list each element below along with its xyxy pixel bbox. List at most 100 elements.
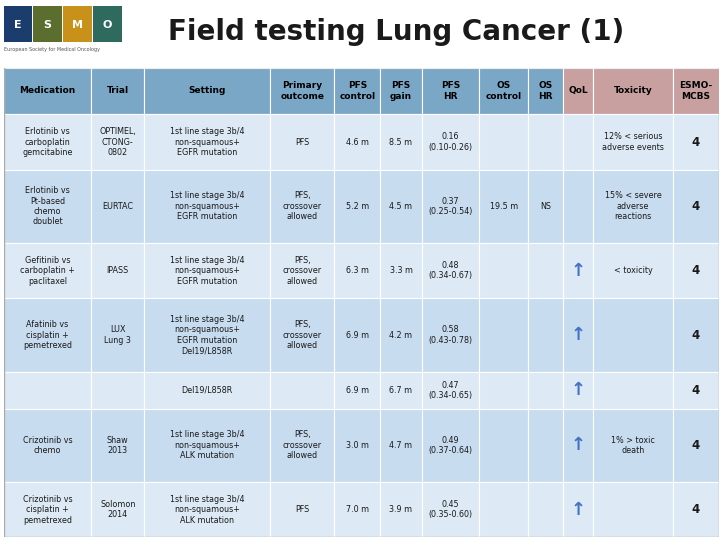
Bar [562,372,593,409]
Bar [422,114,479,170]
Text: 0.16
(0.10-0.26): 0.16 (0.10-0.26) [428,132,472,152]
Bar [562,170,593,243]
Bar [528,68,562,114]
Text: PFS
control: PFS control [339,82,375,100]
Bar [673,409,719,482]
Bar [593,243,673,298]
Text: 1st line stage 3b/4
non-squamous+
EGFR mutation: 1st line stage 3b/4 non-squamous+ EGFR m… [170,127,244,157]
Bar [144,170,270,243]
Bar [562,298,593,372]
Text: Toxicity: Toxicity [613,86,652,96]
Bar [380,298,422,372]
Text: Erlotinib vs
carboplatin
gemcitabine: Erlotinib vs carboplatin gemcitabine [22,127,73,157]
Text: PFS: PFS [295,138,310,146]
Bar [335,482,380,537]
Bar [528,372,562,409]
Bar [528,243,562,298]
Text: EURTAC: EURTAC [102,202,133,211]
Text: OS
HR: OS HR [539,82,553,100]
Bar [63,6,91,42]
Text: 3.0 m: 3.0 m [346,441,369,450]
Bar [335,372,380,409]
Bar [91,68,144,114]
Text: 4.6 m: 4.6 m [346,138,369,146]
Text: 4: 4 [692,503,700,516]
Bar [91,170,144,243]
Text: IPASS: IPASS [107,266,129,275]
Text: Setting: Setting [189,86,226,96]
Text: 1st line stage 3b/4
non-squamous+
ALK mutation: 1st line stage 3b/4 non-squamous+ ALK mu… [170,430,244,460]
Bar [422,298,479,372]
Bar [673,243,719,298]
Bar [270,298,335,372]
Bar [479,68,528,114]
Text: PFS,
crossover
allowed: PFS, crossover allowed [282,192,322,221]
Text: 4.2 m: 4.2 m [390,330,413,340]
Text: 0.37
(0.25-0.54): 0.37 (0.25-0.54) [428,197,472,216]
Bar [144,114,270,170]
Bar [144,482,270,537]
Bar [673,114,719,170]
Bar [335,298,380,372]
Text: ↑: ↑ [570,262,585,280]
Bar [4,6,32,42]
Bar [528,114,562,170]
Bar [91,372,144,409]
Text: 0.48
(0.34-0.67): 0.48 (0.34-0.67) [428,261,472,280]
Bar [422,409,479,482]
Text: Shaw
2013: Shaw 2013 [107,436,128,455]
Text: QoL: QoL [568,86,588,96]
Text: Medication: Medication [19,86,76,96]
Text: 0.47
(0.34-0.65): 0.47 (0.34-0.65) [428,381,472,400]
Bar [593,409,673,482]
Bar [479,482,528,537]
Bar [270,68,335,114]
Bar [335,114,380,170]
Text: Gefitinib vs
carboplatin +
paclitaxel: Gefitinib vs carboplatin + paclitaxel [20,256,75,286]
Text: O: O [102,19,112,30]
Bar [593,170,673,243]
Text: 4: 4 [692,439,700,452]
Bar [144,298,270,372]
Text: E: E [14,19,22,30]
Bar [528,170,562,243]
Bar [479,243,528,298]
Bar [528,409,562,482]
Text: 6.9 m: 6.9 m [346,330,369,340]
Bar [270,243,335,298]
Bar [91,298,144,372]
Text: PFS,
crossover
allowed: PFS, crossover allowed [282,256,322,286]
Bar [91,114,144,170]
Bar [593,298,673,372]
Bar [562,114,593,170]
Text: ↑: ↑ [570,436,585,454]
Bar [593,114,673,170]
Text: 7.0 m: 7.0 m [346,505,369,514]
Bar [144,409,270,482]
Bar [380,114,422,170]
Bar [335,243,380,298]
Bar [335,170,380,243]
Text: ESMO-
MCBS: ESMO- MCBS [679,82,712,100]
Bar [380,170,422,243]
Text: M: M [72,19,83,30]
Text: 1st line stage 3b/4
non-squamous+
EGFR mutation: 1st line stage 3b/4 non-squamous+ EGFR m… [170,256,244,286]
Bar [562,409,593,482]
Bar [528,482,562,537]
Text: 1st line stage 3b/4
non-squamous+
ALK mutation: 1st line stage 3b/4 non-squamous+ ALK mu… [170,495,244,525]
Text: 4: 4 [692,200,700,213]
Bar [673,68,719,114]
Text: Trial: Trial [107,86,129,96]
Bar [422,68,479,114]
Text: 19.5 m: 19.5 m [490,202,518,211]
Bar [673,482,719,537]
Bar [479,114,528,170]
Text: Erlotinib vs
Pt-based
chemo
doublet: Erlotinib vs Pt-based chemo doublet [25,186,70,226]
Text: 8.5 m: 8.5 m [390,138,413,146]
Bar [380,372,422,409]
Text: ↑: ↑ [570,501,585,519]
Text: OPTIMEL,
CTONG-
0802: OPTIMEL, CTONG- 0802 [99,127,136,157]
Bar [593,482,673,537]
Text: Primary
outcome: Primary outcome [280,82,324,100]
Bar [144,243,270,298]
